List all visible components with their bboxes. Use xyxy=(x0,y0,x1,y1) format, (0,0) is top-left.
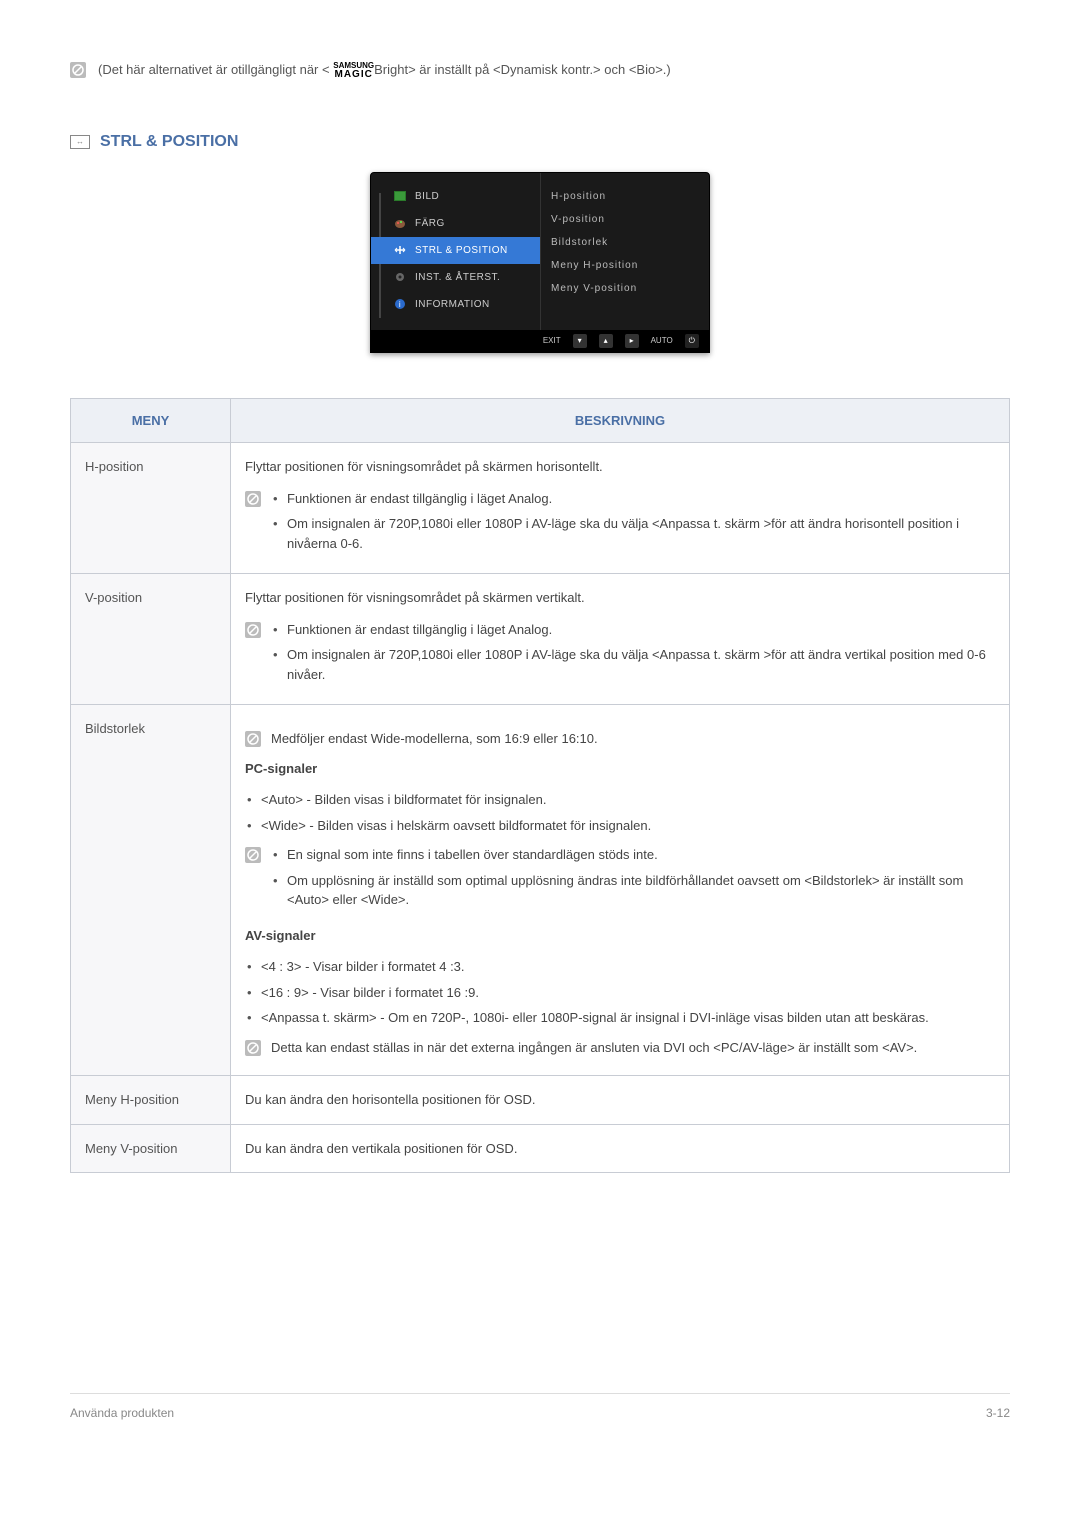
note-icon xyxy=(245,731,261,747)
svg-text:i: i xyxy=(399,300,401,309)
osd-item-label: INFORMATION xyxy=(415,297,490,312)
logo-bottom: MAGIC xyxy=(335,69,373,80)
table-header-desc: BESKRIVNING xyxy=(231,398,1010,443)
note-text: Medföljer endast Wide-modellerna, som 16… xyxy=(271,729,598,749)
table-row: H-position Flyttar positionen för visnin… xyxy=(71,443,1010,574)
osd-left-menu: BILD FÄRG STRL & POSITION INST. & ÅTERST… xyxy=(371,173,541,330)
samsung-magic-logo: SAMSUNG MAGIC xyxy=(333,62,374,80)
menu-cell: Meny H-position xyxy=(71,1076,231,1125)
note-icon xyxy=(245,847,261,863)
arrows-icon xyxy=(393,243,407,257)
list-item: <Anpassa t. skärm> - Om en 720P-, 1080i-… xyxy=(245,1008,995,1028)
osd-item-information: i INFORMATION xyxy=(371,291,540,318)
note-item: Om upplösning är inställd som optimal up… xyxy=(271,871,995,910)
list-item: <Auto> - Bilden visas i bildformatet för… xyxy=(245,790,995,810)
desc-cell: Du kan ändra den vertikala positionen fö… xyxy=(231,1124,1010,1173)
note-item: Om insignalen är 720P,1080i eller 1080P … xyxy=(271,514,995,553)
note-item: En signal som inte finns i tabellen över… xyxy=(271,845,995,865)
menu-cell: Bildstorlek xyxy=(71,705,231,1076)
osd-item-strl-position: STRL & POSITION xyxy=(371,237,540,264)
table-header-menu: MENY xyxy=(71,398,231,443)
list-item: <16 : 9> - Visar bilder i formatet 16 :9… xyxy=(245,983,995,1003)
osd-sub-item: V-position xyxy=(551,208,699,231)
osd-power-icon: ⏻ xyxy=(685,334,699,348)
osd-item-bild: BILD xyxy=(371,183,540,210)
image-icon xyxy=(393,189,407,203)
desc-cell: Flyttar positionen för visningsområdet p… xyxy=(231,574,1010,705)
osd-sub-item: Bildstorlek xyxy=(551,231,699,254)
osd-sub-item: H-position xyxy=(551,185,699,208)
osd-item-label: BILD xyxy=(415,189,439,204)
pc-signals-header: PC-signaler xyxy=(245,759,995,779)
osd-screenshot: BILD FÄRG STRL & POSITION INST. & ÅTERST… xyxy=(70,172,1010,353)
osd-sub-item: Meny H-position xyxy=(551,254,699,277)
note-item: Om insignalen är 720P,1080i eller 1080P … xyxy=(271,645,995,684)
note-icon xyxy=(245,1040,261,1056)
table-row: V-position Flyttar positionen för visnin… xyxy=(71,574,1010,705)
desc-cell: Du kan ändra den horisontella positionen… xyxy=(231,1076,1010,1125)
top-note-line: (Det här alternativet är otillgängligt n… xyxy=(70,60,1010,80)
note-item: Funktionen är endast tillgänglig i läget… xyxy=(271,489,995,509)
top-note-suffix: Bright> är inställt på <Dynamisk kontr.>… xyxy=(374,62,671,77)
note-icon xyxy=(245,622,261,638)
osd-panel: BILD FÄRG STRL & POSITION INST. & ÅTERST… xyxy=(370,172,710,353)
osd-right-button-icon: ▸ xyxy=(625,334,639,348)
footer-left: Använda produkten xyxy=(70,1404,174,1422)
note-item: Funktionen är endast tillgänglig i läget… xyxy=(271,620,995,640)
desc-cell: Flyttar positionen för visningsområdet p… xyxy=(231,443,1010,574)
osd-footer: EXIT ▾ ▴ ▸ AUTO ⏻ xyxy=(371,330,709,352)
menu-cell: H-position xyxy=(71,443,231,574)
desc-cell: Medföljer endast Wide-modellerna, som 16… xyxy=(231,705,1010,1076)
top-note-text: (Det här alternativet är otillgängligt n… xyxy=(98,60,671,80)
osd-item-inst-aterst: INST. & ÅTERST. xyxy=(371,264,540,291)
table-row: Meny H-position Du kan ändra den horison… xyxy=(71,1076,1010,1125)
info-icon: i xyxy=(393,297,407,311)
note-text: Detta kan endast ställas in när det exte… xyxy=(271,1038,917,1058)
note-icon xyxy=(70,62,86,78)
top-note-prefix: (Det här alternativet är otillgängligt n… xyxy=(98,62,330,77)
osd-up-button-icon: ▴ xyxy=(599,334,613,348)
osd-auto-label: AUTO xyxy=(651,335,673,347)
menu-cell: V-position xyxy=(71,574,231,705)
table-row: Meny V-position Du kan ändra den vertika… xyxy=(71,1124,1010,1173)
section-title: STRL & POSITION xyxy=(100,130,238,154)
list-item: <Wide> - Bilden visas i helskärm oavsett… xyxy=(245,816,995,836)
palette-icon xyxy=(393,216,407,230)
table-row: Bildstorlek Medföljer endast Wide-modell… xyxy=(71,705,1010,1076)
page-footer: Använda produkten 3-12 xyxy=(70,1393,1010,1422)
osd-sub-item: Meny V-position xyxy=(551,277,699,300)
osd-item-farg: FÄRG xyxy=(371,210,540,237)
osd-exit-label: EXIT xyxy=(543,335,561,347)
row-intro: Flyttar positionen för visningsområdet p… xyxy=(245,588,995,608)
menu-cell: Meny V-position xyxy=(71,1124,231,1173)
osd-item-label: INST. & ÅTERST. xyxy=(415,270,500,285)
osd-down-button-icon: ▾ xyxy=(573,334,587,348)
description-table: MENY BESKRIVNING H-position Flyttar posi… xyxy=(70,398,1010,1174)
list-item: <4 : 3> - Visar bilder i formatet 4 :3. xyxy=(245,957,995,977)
av-signals-header: AV-signaler xyxy=(245,926,995,946)
osd-right-submenu: H-position V-position Bildstorlek Meny H… xyxy=(541,173,709,330)
footer-right: 3-12 xyxy=(986,1404,1010,1422)
osd-item-label: FÄRG xyxy=(415,216,445,231)
gear-icon xyxy=(393,270,407,284)
osd-item-label: STRL & POSITION xyxy=(415,243,508,258)
section-header: ↔ STRL & POSITION xyxy=(70,130,1010,154)
row-intro: Flyttar positionen för visningsområdet p… xyxy=(245,457,995,477)
section-arrows-icon: ↔ xyxy=(70,135,90,149)
note-icon xyxy=(245,491,261,507)
